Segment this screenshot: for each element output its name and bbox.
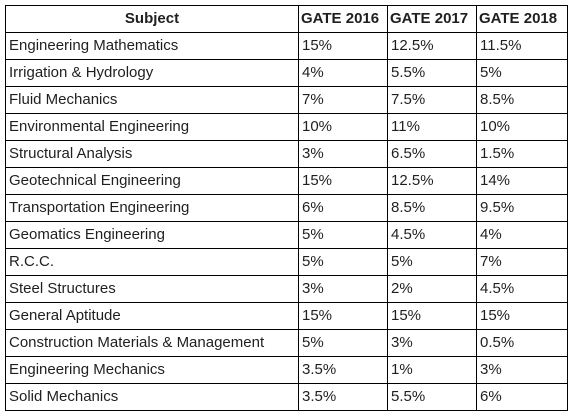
table-row: Structural Analysis 3% 6.5% 1.5% xyxy=(5,140,568,168)
column-header-gate-2018: GATE 2018 xyxy=(476,5,568,33)
gate-2017-cell: 4.5% xyxy=(387,221,477,249)
subject-cell: R.C.C. xyxy=(5,248,299,276)
gate-2016-cell: 4% xyxy=(298,59,388,87)
subject-cell: Steel Structures xyxy=(5,275,299,303)
column-header-gate-2017: GATE 2017 xyxy=(387,5,477,33)
subject-cell: Engineering Mechanics xyxy=(5,356,299,384)
table-row: Fluid Mechanics 7% 7.5% 8.5% xyxy=(5,86,568,114)
gate-2016-cell: 15% xyxy=(298,167,388,195)
table-row: Geotechnical Engineering 15% 12.5% 14% xyxy=(5,167,568,195)
table-row: Environmental Engineering 10% 11% 10% xyxy=(5,113,568,141)
subject-cell: Solid Mechanics xyxy=(5,383,299,411)
gate-2018-cell: 8.5% xyxy=(476,86,568,114)
column-header-gate-2016: GATE 2016 xyxy=(298,5,388,33)
gate-2018-cell: 6% xyxy=(476,383,568,411)
subject-cell: Transportation Engineering xyxy=(5,194,299,222)
gate-2016-cell: 5% xyxy=(298,221,388,249)
gate-2017-cell: 1% xyxy=(387,356,477,384)
table-row: Geomatics Engineering 5% 4.5% 4% xyxy=(5,221,568,249)
gate-2017-cell: 11% xyxy=(387,113,477,141)
gate-2016-cell: 3% xyxy=(298,140,388,168)
table-row: General Aptitude 15% 15% 15% xyxy=(5,302,568,330)
gate-2018-cell: 7% xyxy=(476,248,568,276)
column-header-subject: Subject xyxy=(5,5,299,33)
gate-2018-cell: 4% xyxy=(476,221,568,249)
table-row: Engineering Mechanics 3.5% 1% 3% xyxy=(5,356,568,384)
table-row: Irrigation & Hydrology 4% 5.5% 5% xyxy=(5,59,568,87)
subject-cell: Irrigation & Hydrology xyxy=(5,59,299,87)
gate-weightage-table: Subject GATE 2016 GATE 2017 GATE 2018 En… xyxy=(5,5,568,411)
gate-2018-cell: 15% xyxy=(476,302,568,330)
gate-2016-cell: 6% xyxy=(298,194,388,222)
gate-2016-cell: 5% xyxy=(298,248,388,276)
gate-2018-cell: 4.5% xyxy=(476,275,568,303)
subject-cell: Structural Analysis xyxy=(5,140,299,168)
gate-2016-cell: 10% xyxy=(298,113,388,141)
gate-2016-cell: 3% xyxy=(298,275,388,303)
gate-2017-cell: 12.5% xyxy=(387,32,477,60)
gate-2018-cell: 3% xyxy=(476,356,568,384)
gate-2017-cell: 8.5% xyxy=(387,194,477,222)
gate-2017-cell: 2% xyxy=(387,275,477,303)
table-row: Construction Materials & Management 5% 3% 0… xyxy=(5,329,568,357)
table-row: Steel Structures 3% 2% 4.5% xyxy=(5,275,568,303)
header-row: Subject GATE 2016 GATE 2017 GATE 2018 xyxy=(5,5,568,33)
table-row: Solid Mechanics 3.5% 5.5% 6% xyxy=(5,383,568,411)
gate-2018-cell: 1.5% xyxy=(476,140,568,168)
gate-2018-cell: 11.5% xyxy=(476,32,568,60)
subject-cell: Geotechnical Engineering xyxy=(5,167,299,195)
subject-cell: Engineering Mathematics xyxy=(5,32,299,60)
subject-cell: General Aptitude xyxy=(5,302,299,330)
gate-2017-cell: 15% xyxy=(387,302,477,330)
gate-2016-cell: 15% xyxy=(298,302,388,330)
gate-2017-cell: 5.5% xyxy=(387,59,477,87)
gate-2016-cell: 5% xyxy=(298,329,388,357)
gate-2017-cell: 6.5% xyxy=(387,140,477,168)
gate-2017-cell: 5% xyxy=(387,248,477,276)
gate-2017-cell: 3% xyxy=(387,329,477,357)
gate-2017-cell: 5.5% xyxy=(387,383,477,411)
subject-cell: Environmental Engineering xyxy=(5,113,299,141)
table-row: R.C.C. 5% 5% 7% xyxy=(5,248,568,276)
gate-2018-cell: 9.5% xyxy=(476,194,568,222)
subject-cell: Construction Materials & Management xyxy=(5,329,299,357)
gate-2016-cell: 3.5% xyxy=(298,356,388,384)
gate-2017-cell: 7.5% xyxy=(387,86,477,114)
gate-2016-cell: 7% xyxy=(298,86,388,114)
table-row: Transportation Engineering 6% 8.5% 9.5% xyxy=(5,194,568,222)
gate-2016-cell: 15% xyxy=(298,32,388,60)
gate-2016-cell: 3.5% xyxy=(298,383,388,411)
gate-2018-cell: 10% xyxy=(476,113,568,141)
gate-2018-cell: 0.5% xyxy=(476,329,568,357)
subject-cell: Fluid Mechanics xyxy=(5,86,299,114)
subject-cell: Geomatics Engineering xyxy=(5,221,299,249)
gate-2017-cell: 12.5% xyxy=(387,167,477,195)
weightage-table-container: Subject GATE 2016 GATE 2017 GATE 2018 En… xyxy=(5,5,568,411)
table-row: Engineering Mathematics 15% 12.5% 11.5% xyxy=(5,32,568,60)
table-body: Engineering Mathematics 15% 12.5% 11.5% Irri… xyxy=(5,32,568,411)
table-header: Subject GATE 2016 GATE 2017 GATE 2018 xyxy=(5,5,568,33)
gate-2018-cell: 14% xyxy=(476,167,568,195)
gate-2018-cell: 5% xyxy=(476,59,568,87)
